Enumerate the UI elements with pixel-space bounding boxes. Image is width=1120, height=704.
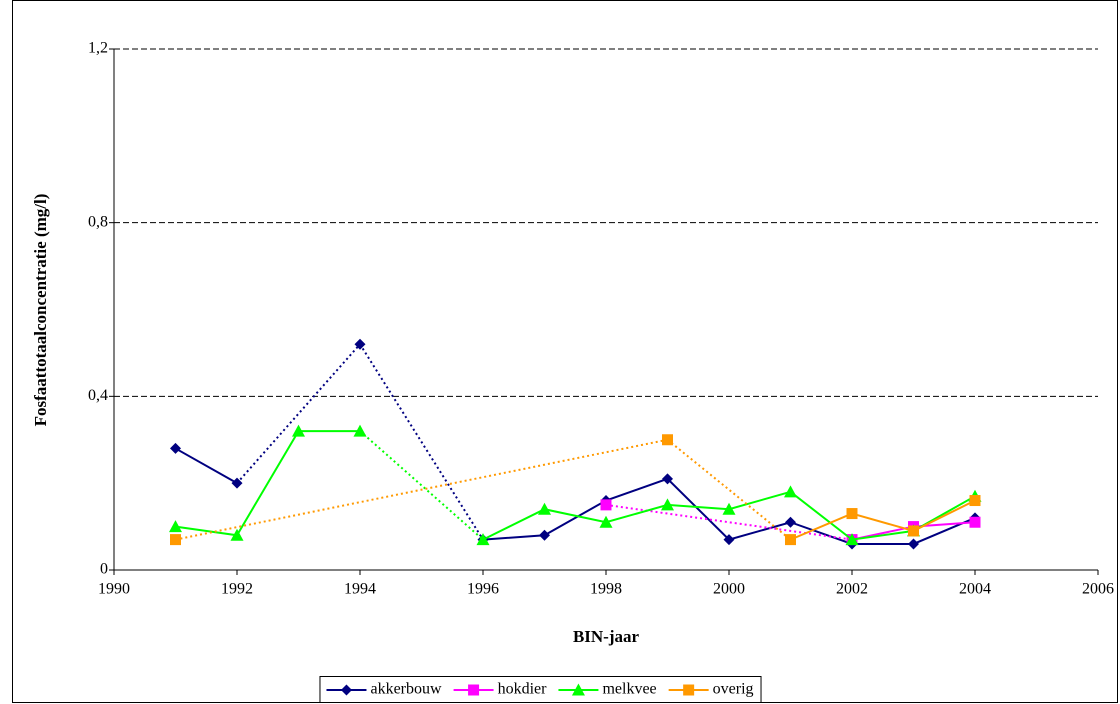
- x-tick-label: 2000: [713, 581, 745, 598]
- legend-box: [319, 676, 762, 703]
- legend-label: overig: [713, 681, 754, 698]
- marker: [662, 434, 673, 446]
- y-tick-label: 0,4: [88, 387, 108, 404]
- marker: [785, 516, 796, 528]
- marker: [969, 516, 981, 528]
- x-tick-label: 2004: [959, 581, 991, 598]
- x-tick-label: 2006: [1082, 581, 1114, 598]
- legend-label: akkerbouw: [370, 681, 442, 698]
- x-tick-label: 1998: [590, 581, 622, 598]
- x-tick-label: 1992: [221, 581, 253, 598]
- gap-connector: [236, 343, 361, 484]
- legend-item: melkvee: [558, 681, 657, 698]
- marker: [908, 538, 919, 550]
- marker: [969, 495, 981, 507]
- marker: [683, 684, 695, 696]
- gap-connector: [359, 430, 484, 541]
- marker: [292, 424, 305, 437]
- marker: [662, 473, 673, 485]
- x-tick-label: 1996: [467, 581, 499, 598]
- gap-connector: [359, 343, 484, 541]
- marker: [354, 338, 366, 350]
- y-tick-label: 1,2: [88, 40, 108, 57]
- y-tick-label: 0,8: [88, 213, 108, 230]
- marker: [468, 684, 480, 696]
- marker: [170, 442, 181, 454]
- legend-label: melkvee: [602, 681, 656, 698]
- x-axis-title: BIN-jaar: [573, 627, 640, 646]
- gap-connector: [175, 438, 668, 541]
- x-tick-label: 2002: [836, 581, 868, 598]
- marker: [340, 684, 352, 696]
- marker: [785, 534, 796, 546]
- marker: [170, 534, 181, 546]
- marker: [846, 508, 858, 520]
- marker: [784, 485, 797, 498]
- legend-item: overig: [668, 681, 754, 698]
- marker: [538, 502, 551, 515]
- marker: [845, 533, 859, 546]
- marker: [231, 477, 243, 489]
- x-tick-label: 1990: [98, 581, 130, 598]
- legend-label: hokdier: [498, 681, 548, 698]
- marker: [600, 499, 612, 511]
- y-axis-title: Fosfaattotaalconcentratie (mg/l): [31, 194, 50, 427]
- marker: [723, 534, 735, 546]
- legend: akkerbouw hokdier melkvee overig: [319, 676, 762, 703]
- marker: [353, 424, 367, 437]
- x-tick-label: 1994: [344, 581, 376, 598]
- marker: [722, 502, 736, 515]
- series-line: [790, 499, 976, 541]
- marker: [908, 525, 919, 537]
- series-line: [175, 430, 360, 537]
- marker: [661, 498, 674, 511]
- marker: [539, 529, 550, 541]
- marker: [169, 520, 182, 533]
- legend-item: akkerbouw: [326, 681, 442, 698]
- gap-connector: [666, 438, 792, 541]
- marker: [230, 528, 244, 541]
- marker: [571, 683, 585, 696]
- marker: [599, 515, 613, 528]
- marker: [476, 533, 490, 546]
- y-tick-label: 0: [100, 561, 108, 578]
- chart-frame: [12, 0, 1118, 703]
- series-line: [175, 447, 238, 485]
- legend-item: hokdier: [453, 681, 548, 698]
